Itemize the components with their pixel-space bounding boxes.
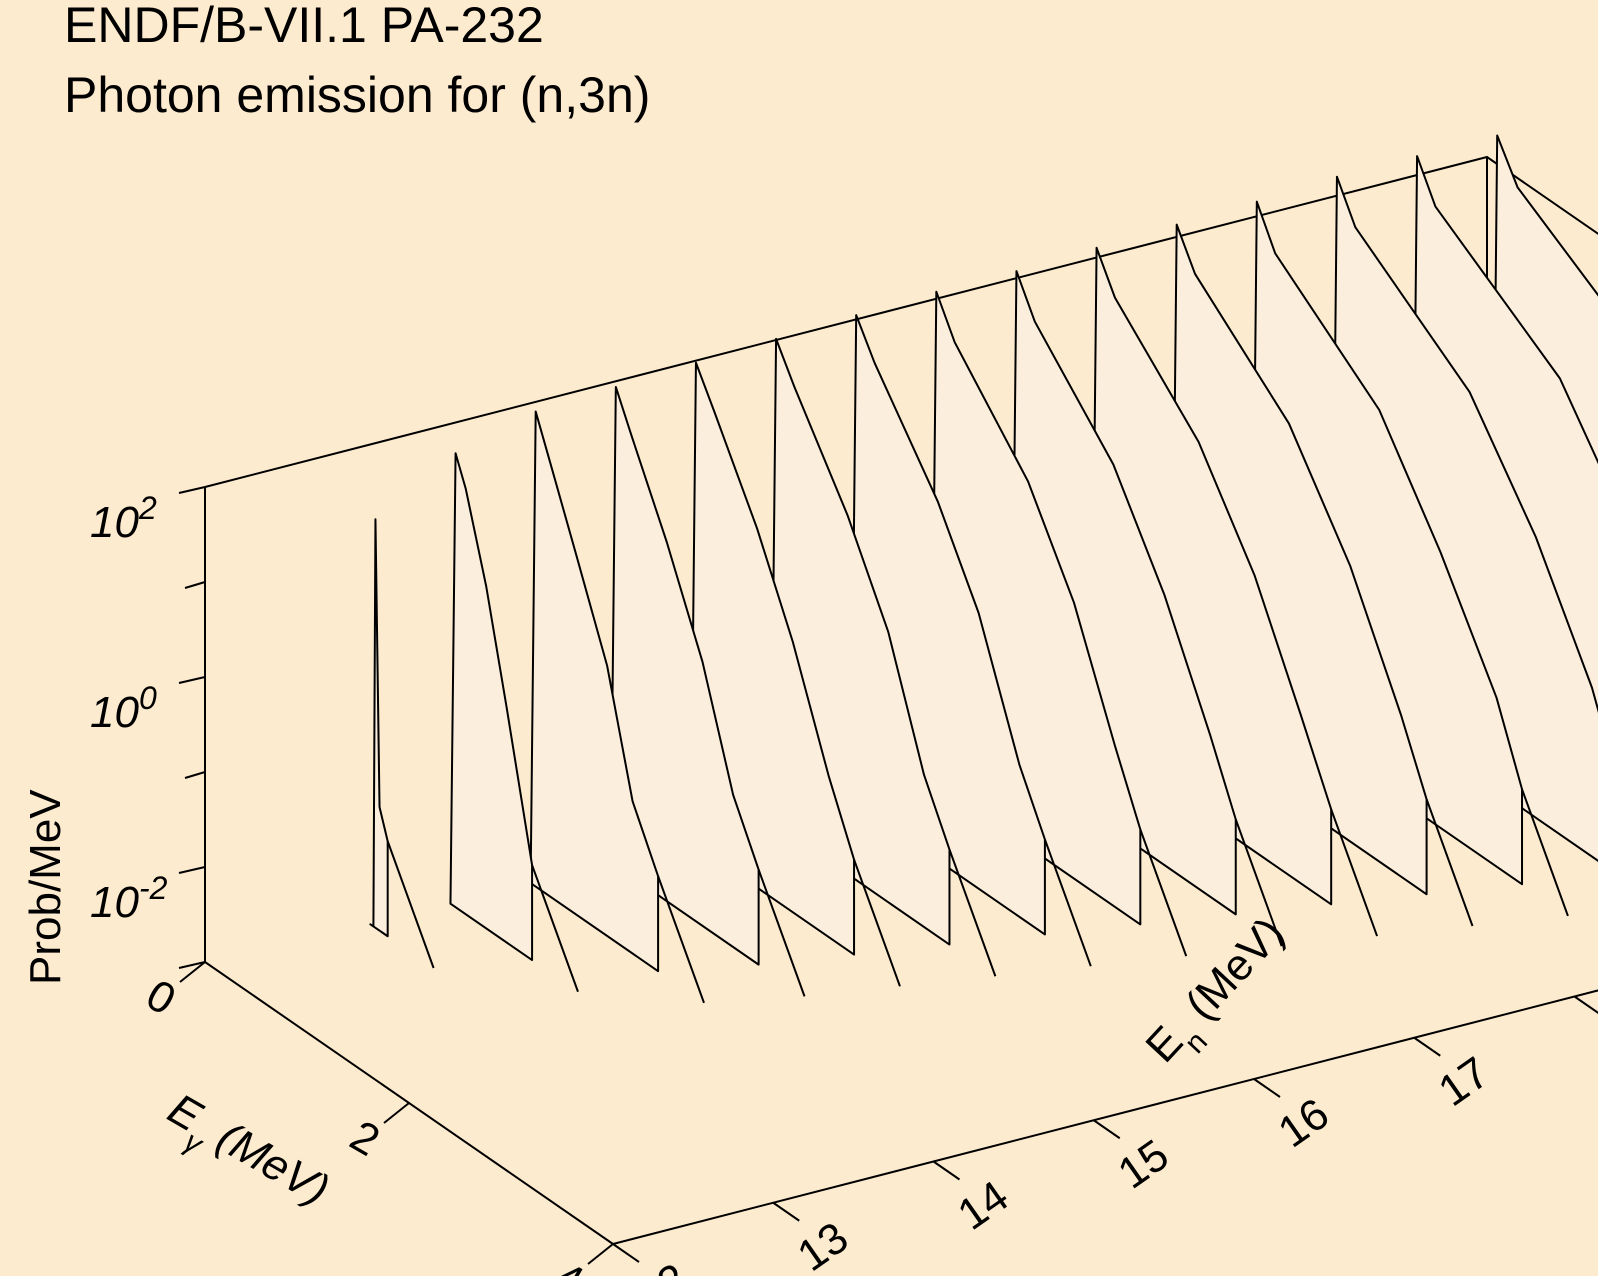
spectrum-tail-17.5	[1330, 808, 1379, 937]
spectrum-tail-17	[1234, 819, 1283, 947]
y-tick	[1253, 1078, 1281, 1098]
spectrum-tail-18	[1425, 798, 1474, 927]
spectrum-tail-13.5	[531, 864, 579, 993]
y-tick-label: 17	[1430, 1048, 1498, 1116]
spectrum-tail-16.5	[1139, 829, 1188, 957]
y-tick-label: 13	[789, 1213, 857, 1276]
spectrum-tail-18.5	[1521, 788, 1569, 917]
z-tick	[178, 961, 206, 969]
spectrum-tail-14.5	[757, 869, 806, 997]
y-axis-label: En (MeV)	[1136, 908, 1303, 1081]
y-tick-label: 12	[629, 1254, 697, 1276]
y-tick	[932, 1160, 961, 1181]
x-tick-label: 0	[138, 970, 184, 1025]
z-tick	[178, 866, 206, 874]
spectrum-tail-13	[386, 840, 435, 969]
z-tick-label: 100	[90, 680, 157, 737]
y-tick	[772, 1201, 800, 1222]
y-tick	[612, 1243, 640, 1263]
z-tick	[184, 771, 206, 779]
back-frame	[204, 155, 1598, 488]
y-tick-label: 14	[949, 1171, 1017, 1239]
y-tick	[1413, 1036, 1441, 1057]
z-axis-label: Prob/MeV	[21, 789, 70, 985]
spectrum-en-14.5	[609, 385, 760, 966]
y-tick-label: 16	[1270, 1089, 1338, 1157]
x-tick-label: 4	[546, 1252, 592, 1276]
spectrum-tail-15	[853, 859, 901, 987]
spectrum-tail-14	[657, 875, 705, 1004]
x-tick-label: 2	[342, 1111, 388, 1166]
y-tick-label: 15	[1109, 1130, 1177, 1198]
y-tick	[1573, 995, 1598, 1014]
chart-subtitle: Photon emission for (n,3n)	[64, 67, 650, 123]
x-tick	[179, 961, 206, 983]
spectrum-tail-16	[1043, 839, 1092, 967]
z-axis-ticks: 10-2 100 102	[90, 486, 206, 969]
spectrum-en-13.5	[449, 452, 534, 962]
z-tick	[178, 486, 206, 494]
x-axis-label: Eγ (MeV)	[153, 1084, 337, 1226]
chart-title: ENDF/B-VII.1 PA-232	[64, 0, 544, 53]
z-tick-label: 102	[90, 490, 157, 547]
spectrum-curves	[369, 134, 1598, 1004]
z-tick-label: 10-2	[90, 870, 168, 927]
y-tick-label: 18	[1590, 1006, 1598, 1074]
spectrum-en-13	[369, 518, 389, 938]
x-tick	[587, 1243, 614, 1265]
y-tick	[1093, 1119, 1121, 1140]
x-tick	[383, 1102, 410, 1124]
spectrum-tail-15.5	[948, 849, 997, 977]
z-tick	[184, 581, 206, 589]
z-tick	[178, 676, 206, 684]
spectrum-en-14	[529, 410, 660, 973]
